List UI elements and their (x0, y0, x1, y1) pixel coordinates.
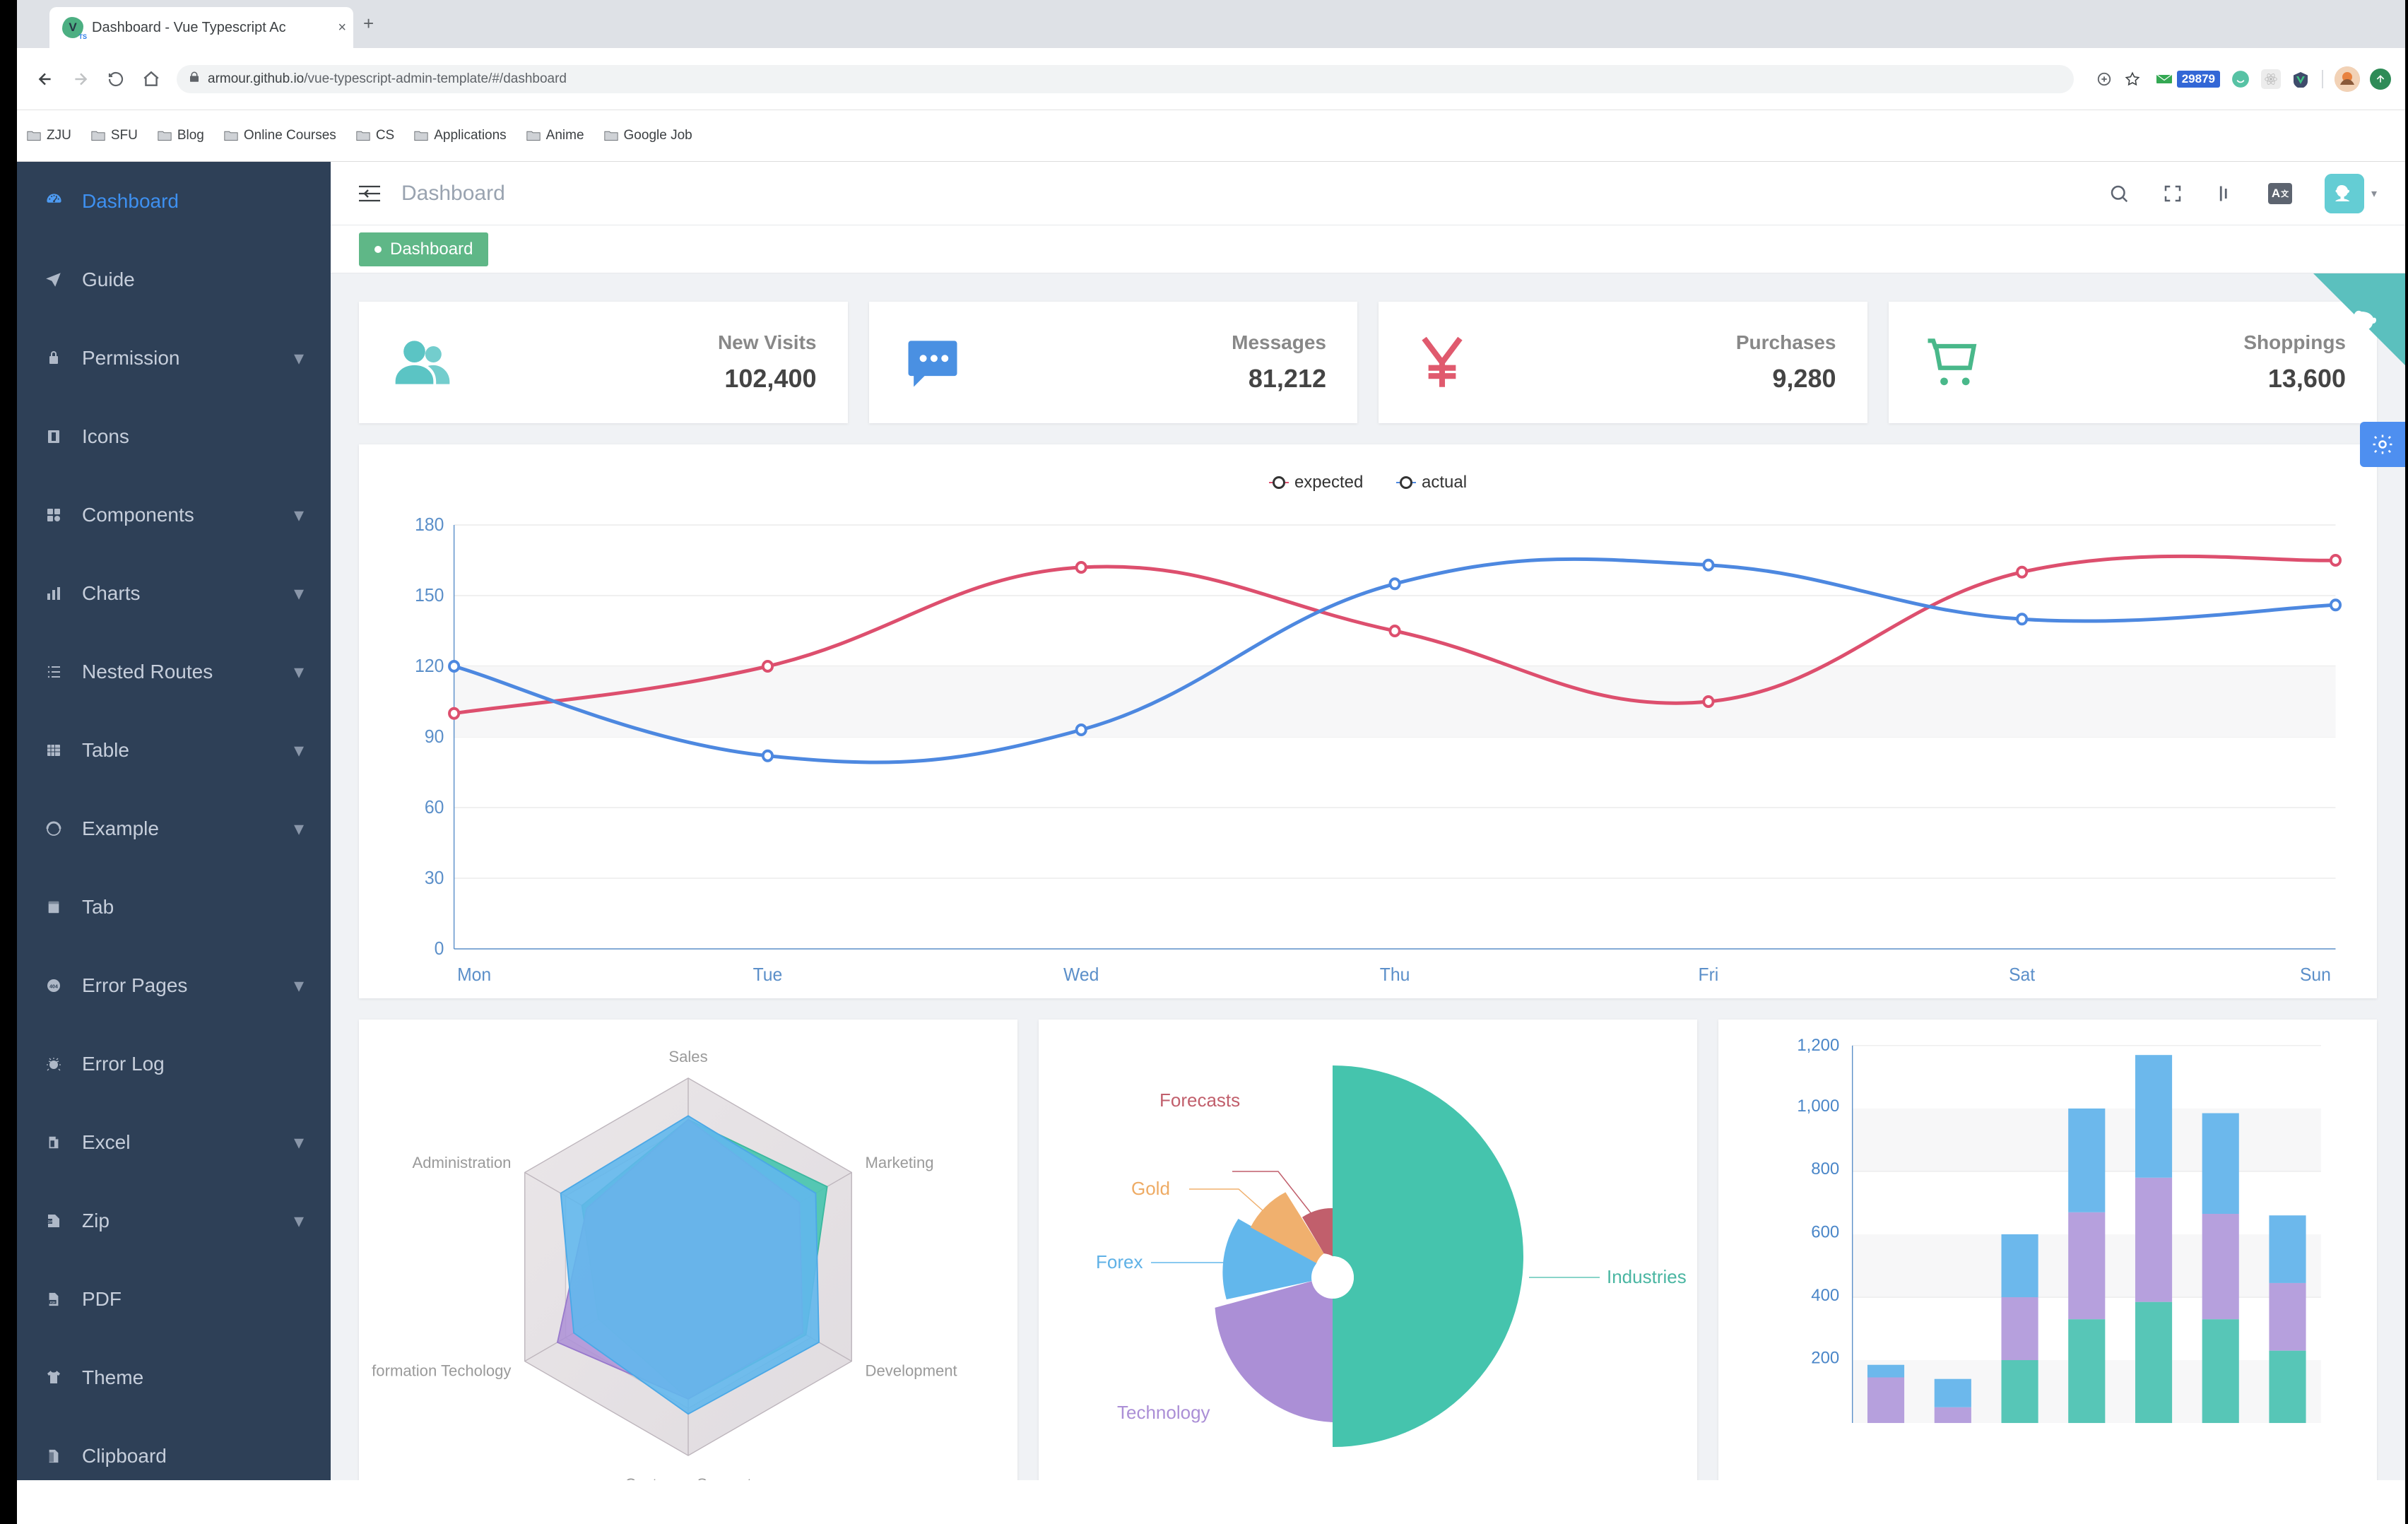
svg-text:60: 60 (425, 797, 444, 817)
svg-text:1,000: 1,000 (1797, 1097, 1839, 1116)
svg-text:Gold: Gold (1131, 1178, 1170, 1199)
svg-text:Customer Support: Customer Support (625, 1475, 751, 1480)
svg-text:400: 400 (1811, 1286, 1839, 1305)
svg-text:Thu: Thu (1380, 964, 1410, 985)
svg-text:180: 180 (415, 514, 444, 535)
svg-text:600: 600 (1811, 1223, 1839, 1242)
svg-text:Wed: Wed (1063, 964, 1099, 985)
svg-text:Mon: Mon (457, 964, 491, 985)
svg-text:120: 120 (415, 656, 444, 676)
svg-text:30: 30 (425, 868, 444, 888)
svg-text:Forex: Forex (1096, 1251, 1143, 1272)
svg-text:Industries: Industries (1607, 1266, 1687, 1287)
svg-text:150: 150 (415, 585, 444, 606)
svg-text:Tue: Tue (753, 964, 783, 985)
svg-text:Administration: Administration (412, 1154, 511, 1171)
svg-text:90: 90 (425, 726, 444, 747)
svg-text:Technology: Technology (1117, 1402, 1210, 1423)
svg-text:ZIP: ZIP (48, 1219, 53, 1223)
svg-text:404: 404 (49, 984, 58, 989)
svg-text:Development: Development (866, 1362, 957, 1380)
svg-text:PDF: PDF (50, 1300, 56, 1304)
svg-text:Fri: Fri (1698, 964, 1718, 985)
svg-text:800: 800 (1811, 1159, 1839, 1179)
svg-text:1,200: 1,200 (1797, 1036, 1839, 1055)
svg-text:Forecasts: Forecasts (1159, 1089, 1240, 1111)
svg-text:formation Techology: formation Techology (372, 1362, 511, 1380)
svg-text:0: 0 (435, 938, 444, 959)
svg-text:Sun: Sun (2300, 964, 2331, 985)
svg-text:Sat: Sat (2009, 964, 2035, 985)
svg-text:Marketing: Marketing (866, 1154, 934, 1171)
svg-text:Sales: Sales (668, 1048, 707, 1065)
svg-text:200: 200 (1811, 1348, 1839, 1367)
